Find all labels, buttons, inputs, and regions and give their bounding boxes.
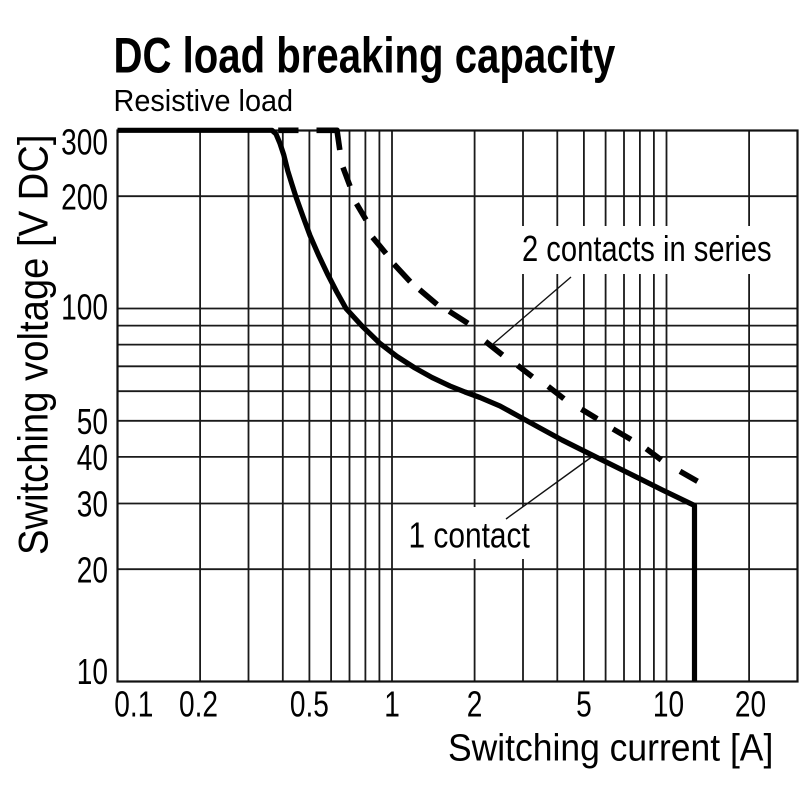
svg-text:0.1: 0.1: [114, 684, 153, 724]
svg-text:Switching voltage [V DC]: Switching voltage [V DC]: [10, 135, 57, 555]
svg-text:0.5: 0.5: [290, 684, 329, 724]
svg-text:Switching current [A]: Switching current [A]: [448, 726, 773, 768]
svg-text:40: 40: [77, 438, 108, 478]
svg-text:2: 2: [467, 684, 483, 724]
svg-text:20: 20: [77, 550, 108, 590]
svg-text:0.2: 0.2: [179, 684, 218, 724]
svg-text:100: 100: [61, 287, 108, 327]
svg-text:1 contact: 1 contact: [409, 516, 530, 556]
svg-text:1: 1: [384, 684, 400, 724]
svg-text:10: 10: [77, 652, 108, 692]
svg-text:2 contacts in series: 2 contacts in series: [522, 228, 772, 269]
svg-text:5: 5: [576, 684, 592, 724]
svg-text:200: 200: [61, 177, 108, 217]
svg-text:50: 50: [77, 402, 108, 442]
svg-text:Resistive load: Resistive load: [114, 84, 294, 118]
svg-text:20: 20: [735, 684, 766, 724]
svg-text:300: 300: [61, 122, 108, 162]
svg-text:30: 30: [77, 484, 108, 524]
svg-text:10: 10: [653, 684, 684, 724]
svg-text:DC load breaking capacity: DC load breaking capacity: [114, 27, 616, 83]
